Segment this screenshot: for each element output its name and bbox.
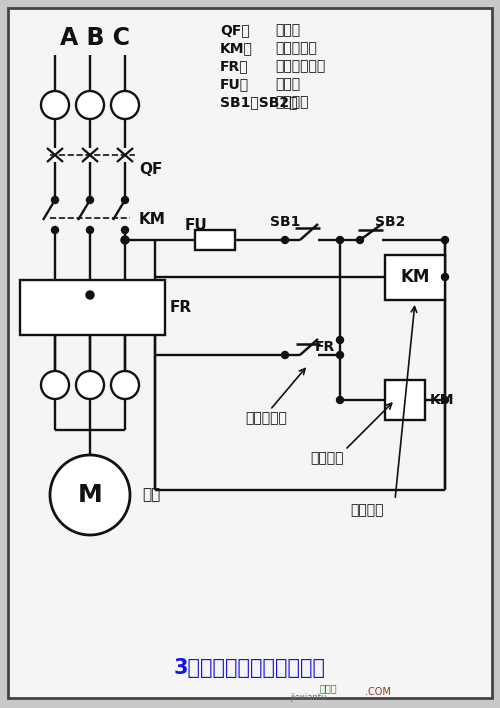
Bar <box>385 380 425 420</box>
Bar <box>385 255 445 300</box>
Text: FR：: FR： <box>220 59 248 73</box>
Circle shape <box>282 236 288 244</box>
Bar <box>20 280 165 335</box>
Text: jiexiantu: jiexiantu <box>290 694 327 702</box>
Circle shape <box>442 236 448 244</box>
Text: 自锁触点: 自锁触点 <box>310 451 344 465</box>
Text: 吸合线圈: 吸合线圈 <box>350 503 384 517</box>
Circle shape <box>336 396 344 404</box>
Circle shape <box>76 371 104 399</box>
Circle shape <box>122 227 128 234</box>
Text: 电机: 电机 <box>142 488 160 503</box>
Circle shape <box>76 91 104 119</box>
Circle shape <box>442 396 448 404</box>
Circle shape <box>86 227 94 234</box>
Text: QF：: QF： <box>220 23 250 37</box>
Text: M: M <box>78 483 102 507</box>
Text: 热过载保护: 热过载保护 <box>245 411 287 425</box>
Text: 接线图: 接线图 <box>320 683 338 693</box>
Circle shape <box>111 371 139 399</box>
Text: KM: KM <box>400 268 430 286</box>
Circle shape <box>41 91 69 119</box>
Text: .COM: .COM <box>365 687 391 697</box>
Text: SB1: SB1 <box>270 215 300 229</box>
Circle shape <box>41 371 69 399</box>
Circle shape <box>336 336 344 343</box>
Text: FR: FR <box>315 340 335 354</box>
Circle shape <box>86 291 94 299</box>
Text: FU: FU <box>185 217 208 232</box>
Text: SB2: SB2 <box>375 215 405 229</box>
Text: 保险丝: 保险丝 <box>275 77 300 91</box>
Bar <box>195 230 235 250</box>
Circle shape <box>52 197 59 203</box>
Circle shape <box>86 197 94 203</box>
Text: KM: KM <box>139 212 166 227</box>
Circle shape <box>282 351 288 358</box>
Text: 启停按钮: 启停按钮 <box>275 95 308 109</box>
Circle shape <box>121 236 129 244</box>
Text: FR: FR <box>170 299 192 314</box>
Circle shape <box>50 455 130 535</box>
Text: KM：: KM： <box>220 41 253 55</box>
Circle shape <box>122 197 128 203</box>
Text: KM: KM <box>430 393 454 407</box>
Text: QF: QF <box>139 163 162 178</box>
Circle shape <box>336 236 344 244</box>
Circle shape <box>111 91 139 119</box>
Circle shape <box>356 236 364 244</box>
Text: SB1、SB2：: SB1、SB2： <box>220 95 298 109</box>
Text: 3相电机启、停控制接线图: 3相电机启、停控制接线图 <box>174 658 326 678</box>
Text: 热过载继电器: 热过载继电器 <box>275 59 325 73</box>
Circle shape <box>52 227 59 234</box>
Text: 交流接触器: 交流接触器 <box>275 41 317 55</box>
Circle shape <box>336 351 344 358</box>
Circle shape <box>442 273 448 280</box>
Text: 断路器: 断路器 <box>275 23 300 37</box>
Text: FU：: FU： <box>220 77 249 91</box>
Text: A B C: A B C <box>60 26 130 50</box>
